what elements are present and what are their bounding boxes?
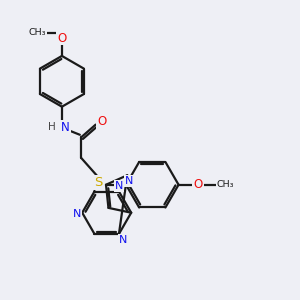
Text: O: O — [97, 115, 106, 128]
Text: O: O — [193, 178, 203, 191]
Text: O: O — [57, 32, 67, 44]
Text: N: N — [61, 121, 70, 134]
Text: H: H — [49, 122, 56, 132]
Text: N: N — [124, 176, 133, 186]
Text: N: N — [119, 235, 128, 245]
Text: N: N — [115, 181, 123, 191]
Text: CH₃: CH₃ — [29, 28, 46, 37]
Text: S: S — [94, 176, 103, 189]
Text: N: N — [73, 209, 81, 219]
Text: CH₃: CH₃ — [217, 180, 235, 189]
